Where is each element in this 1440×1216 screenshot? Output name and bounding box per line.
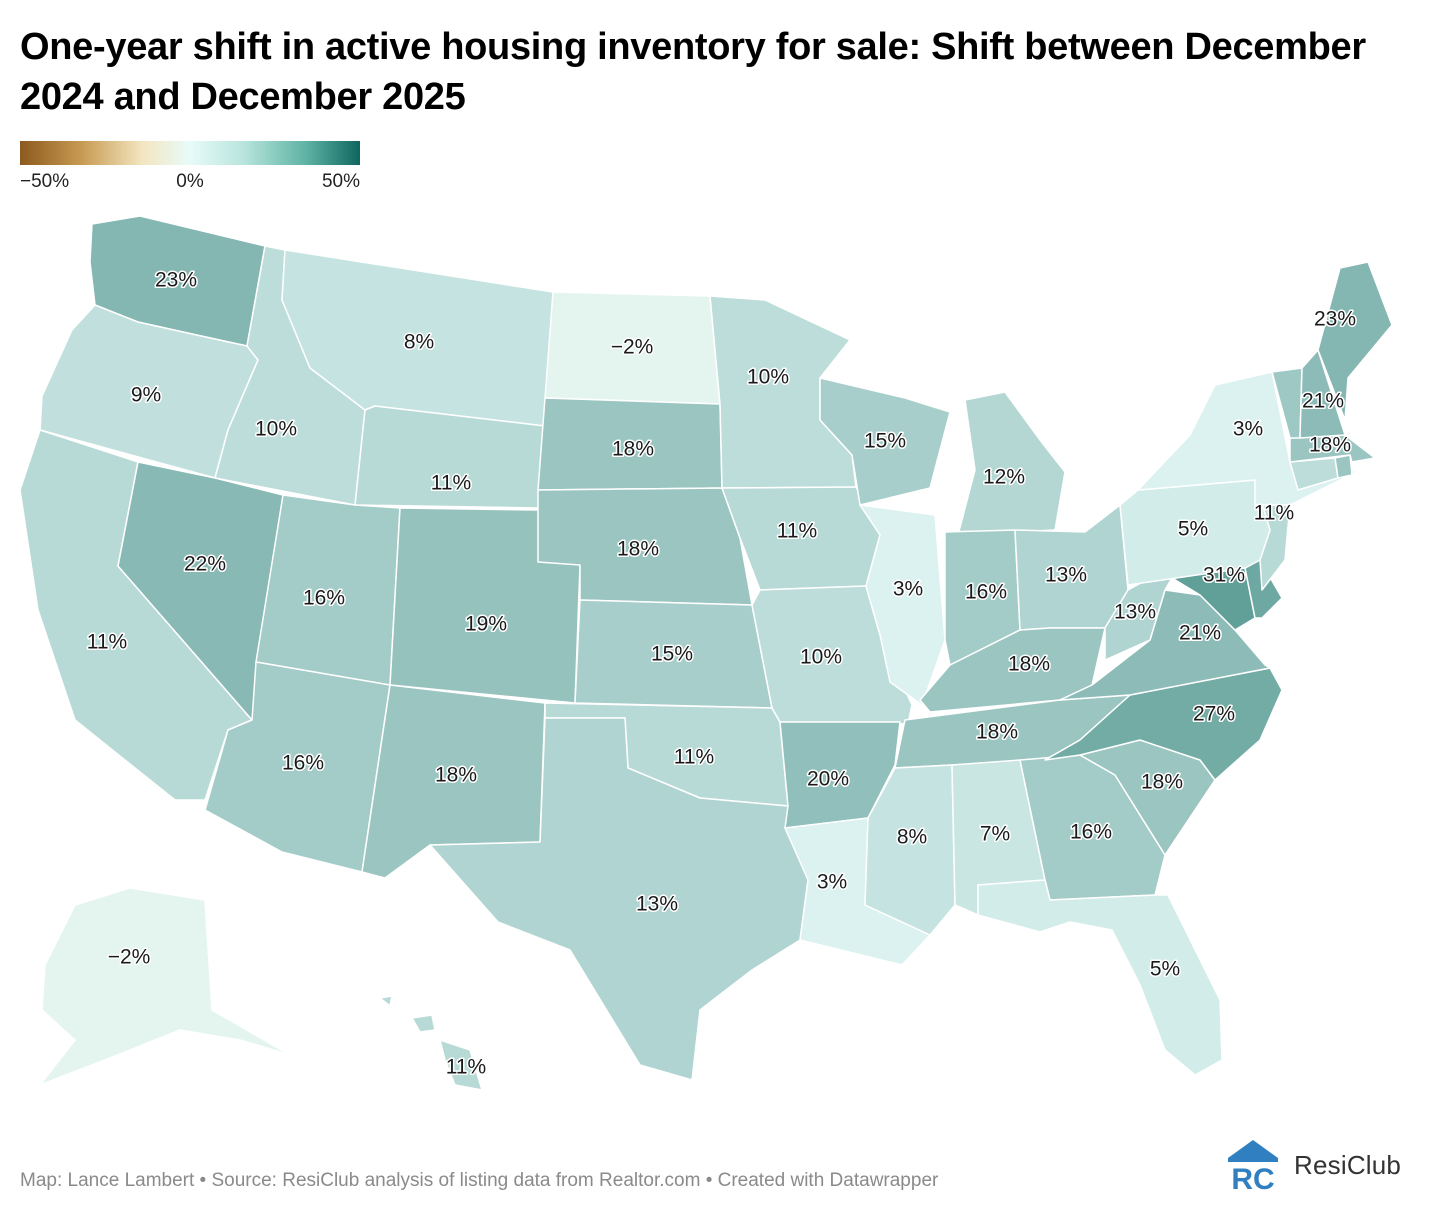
state-value-labels: 23% 9% 11% 10% 22% 8% 11% 16% 16% 19% 18… <box>85 267 1357 1080</box>
value-label-california: 11% <box>87 631 127 654</box>
value-label-iowa: 11% <box>777 520 817 543</box>
value-label-ohio: 13% <box>1045 564 1087 587</box>
value-label-tennessee: 18% <box>976 721 1018 744</box>
value-label-mississippi: 8% <box>897 826 927 849</box>
value-label-illinois: 3% <box>893 578 923 601</box>
state-wisconsin <box>819 377 951 506</box>
value-label-montana: 8% <box>404 331 434 354</box>
resiclub-logo-mark: RC <box>1228 1140 1278 1194</box>
value-label-kansas: 15% <box>651 643 693 666</box>
value-label-virginia: 21% <box>1179 622 1221 645</box>
state-new-hampshire <box>1299 349 1346 439</box>
legend-labels: −50% 0% 50% <box>20 171 360 195</box>
value-label-kentucky: 18% <box>1008 653 1050 676</box>
legend-max-label: 50% <box>321 171 360 192</box>
value-label-pennsylvania: 5% <box>1178 518 1208 541</box>
resiclub-logo: RC ResiClub <box>1224 1136 1401 1194</box>
value-label-south-dakota: 18% <box>612 438 654 461</box>
value-label-maine: 23% <box>1314 308 1356 331</box>
legend-gradient-bar <box>20 141 360 165</box>
value-label-new-mexico: 18% <box>435 764 477 787</box>
state-hawaii <box>379 995 483 1091</box>
state-maine <box>1317 261 1393 421</box>
value-label-oregon: 9% <box>131 384 161 407</box>
value-label-new-york: 3% <box>1233 418 1263 441</box>
state-alaska <box>39 887 291 1086</box>
legend-min-label: −50% <box>20 171 70 192</box>
value-label-maryland: 31% <box>1203 564 1245 587</box>
us-choropleth-map: 23% 9% 11% 10% 22% 8% 11% 16% 16% 19% 18… <box>19 215 1393 1091</box>
state-illinois <box>859 504 946 706</box>
value-label-arkansas: 20% <box>807 768 849 791</box>
value-label-alaska: −2% <box>108 946 151 969</box>
value-label-nebraska: 18% <box>617 538 659 561</box>
value-label-new-jersey: 11% <box>1254 502 1294 525</box>
state-michigan <box>957 391 1066 536</box>
state-colorado <box>389 507 581 704</box>
value-label-south-carolina: 18% <box>1141 771 1183 794</box>
house-roof-icon <box>1228 1140 1278 1162</box>
value-label-utah: 16% <box>303 587 345 610</box>
value-label-washington: 23% <box>155 269 197 292</box>
state-shapes <box>19 215 1393 1091</box>
chart-title: One-year shift in active housing invento… <box>20 26 1366 118</box>
brand-name: ResiClub <box>1294 1149 1402 1180</box>
logo-monogram: RC <box>1231 1163 1274 1194</box>
value-label-nevada: 22% <box>184 553 226 576</box>
value-label-new-hampshire: 21% <box>1302 390 1344 413</box>
state-wyoming <box>354 405 546 509</box>
value-label-minnesota: 10% <box>747 366 789 389</box>
value-label-massachusetts: 18% <box>1309 434 1351 457</box>
value-label-oklahoma: 11% <box>674 746 714 769</box>
legend-mid-label: 0% <box>176 171 204 192</box>
color-legend: −50% 0% 50% <box>20 141 360 195</box>
state-north-carolina <box>1044 667 1283 781</box>
value-label-wyoming: 11% <box>431 472 471 495</box>
source-credit: Map: Lance Lambert • Source: ResiClub an… <box>20 1170 939 1191</box>
state-florida <box>977 879 1223 1076</box>
state-rhode-island <box>1334 454 1353 479</box>
value-label-hawaii: 11% <box>446 1056 486 1079</box>
value-label-louisiana: 3% <box>817 871 847 894</box>
value-label-florida: 5% <box>1150 958 1180 981</box>
value-label-michigan: 12% <box>983 466 1025 489</box>
value-label-west-virginia: 13% <box>1114 601 1156 624</box>
value-label-alabama: 7% <box>980 823 1010 846</box>
value-label-north-carolina: 27% <box>1193 703 1235 726</box>
value-label-north-dakota: −2% <box>611 336 654 359</box>
value-label-colorado: 19% <box>465 613 507 636</box>
value-label-idaho: 10% <box>255 418 297 441</box>
state-texas <box>429 717 809 1081</box>
value-label-arizona: 16% <box>282 752 324 775</box>
value-label-wisconsin: 15% <box>864 430 906 453</box>
value-label-texas: 13% <box>636 893 678 916</box>
value-label-georgia: 16% <box>1070 821 1112 844</box>
state-west-virginia <box>1104 577 1173 661</box>
value-label-indiana: 16% <box>965 581 1007 604</box>
value-label-missouri: 10% <box>800 646 842 669</box>
